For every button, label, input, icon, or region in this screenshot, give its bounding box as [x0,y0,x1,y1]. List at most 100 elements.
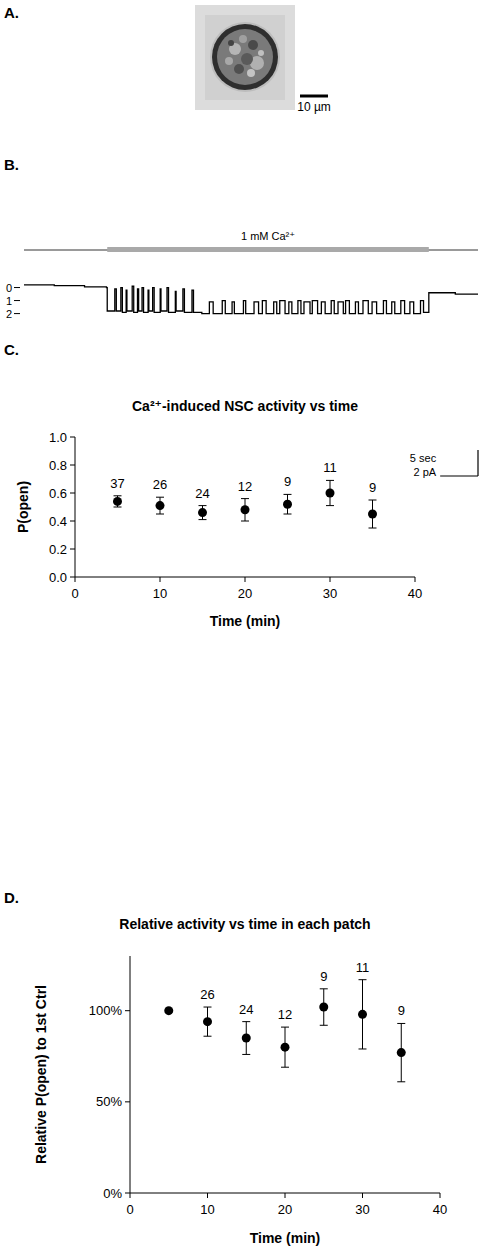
data-point [241,505,250,514]
level-label: 0 [6,282,12,294]
x-tick-label: 40 [408,586,422,601]
data-point [281,1043,290,1052]
x-tick-label: 20 [278,1202,292,1217]
scale-bar-label: 10 µm [297,100,331,114]
y-tick [70,549,75,550]
scale-bar-y [477,450,478,476]
x-tick-label: 10 [200,1202,214,1217]
marks-group [164,980,406,1082]
cell-granule [239,35,247,43]
error-bar [281,1027,289,1067]
cell-granule [234,64,244,74]
stimulus-label: 1 mM Ca²⁺ [241,230,295,242]
x-tick [415,577,416,582]
error-bar [369,500,377,528]
n-label: 37 [110,476,124,491]
y-tick-label: 100% [89,1003,123,1018]
y-tick-label: 1.0 [49,430,67,445]
error-bar [320,989,328,1025]
x-tick-label: 30 [323,586,337,601]
n-label: 12 [278,1007,292,1022]
x-tick-label: 30 [355,1202,369,1217]
x-tick [75,577,76,582]
error-bar [397,1023,405,1081]
n-label: 9 [320,969,327,984]
data-point [242,1034,251,1043]
data-point [319,1003,328,1012]
panel-letter: D. [4,889,19,906]
data-point [203,1017,212,1026]
y-tick [70,577,75,578]
error-bar [326,480,334,505]
y-tick-label: 0.8 [49,458,67,473]
data-point [397,1048,406,1057]
n-label: 24 [239,1002,253,1017]
y-tick-label: 0.6 [49,486,67,501]
error-bar [204,1007,212,1036]
panel-letter: A. [4,4,19,21]
cell-granule [241,53,253,65]
x-tick [245,577,246,582]
x-tick-label: 0 [71,586,78,601]
level-label: 1 [6,295,12,307]
n-label: 9 [398,1003,405,1018]
data-point [326,489,335,498]
data-point [113,497,122,506]
data-point [164,1006,173,1015]
x-tick [362,1193,363,1198]
micrograph [195,5,295,110]
y-tick [125,1193,130,1194]
current-trace [24,285,478,314]
data-point [156,501,165,510]
error-bar [241,499,249,521]
n-label: 26 [200,987,214,1002]
data-point [358,1010,367,1019]
chart-title: Ca²⁺-induced NSC activity vs time [132,398,358,414]
y-tick-label: 0.4 [49,514,67,529]
n-label: 11 [356,960,370,975]
error-bar [242,1022,250,1055]
level-tick [14,287,20,288]
scale-bar-label: 2 pA [414,466,437,478]
x-tick-label: 20 [238,586,252,601]
cell-granule [247,69,255,77]
scale-bar-x [440,475,478,476]
error-bar [199,506,207,520]
y-axis-title: Relative P(open) to 1st Ctrl [33,985,49,1164]
chart-title: Relative activity vs time in each patch [119,916,370,932]
y-tick-label: 50% [96,1094,122,1109]
y-tick-label: 0.0 [49,570,67,585]
y-tick [70,465,75,466]
image-background [205,15,285,100]
cell-granule [228,40,234,46]
y-tick [125,1101,130,1102]
x-tick-label: 40 [433,1202,447,1217]
cell-granule [248,40,258,50]
x-tick-label: 0 [126,1202,133,1217]
y-tick [125,1010,130,1011]
cell-membrane [212,24,278,90]
error-bar [156,497,164,514]
x-tick [285,1193,286,1198]
level-tick [14,300,20,301]
cell-granule [225,57,233,65]
level-label: 2 [6,308,12,320]
data-point [283,500,292,509]
y-axis-title: P(open) [15,481,31,533]
cell-halo [210,22,280,92]
error-bar [284,494,292,514]
n-label: 24 [195,486,209,501]
x-tick [207,1193,208,1198]
image-background [195,5,295,110]
x-tick [440,1193,441,1198]
data-point [368,510,377,519]
error-bar [359,980,367,1049]
y-tick [70,521,75,522]
trace-group [24,285,478,314]
x-axis-title: Time (min) [250,1230,321,1246]
x-tick [130,1193,131,1198]
scale-bar-label: 5 sec [410,452,437,464]
stimulus-bar [107,247,429,252]
panel-letter: C. [4,341,19,358]
n-label: 9 [369,480,376,495]
